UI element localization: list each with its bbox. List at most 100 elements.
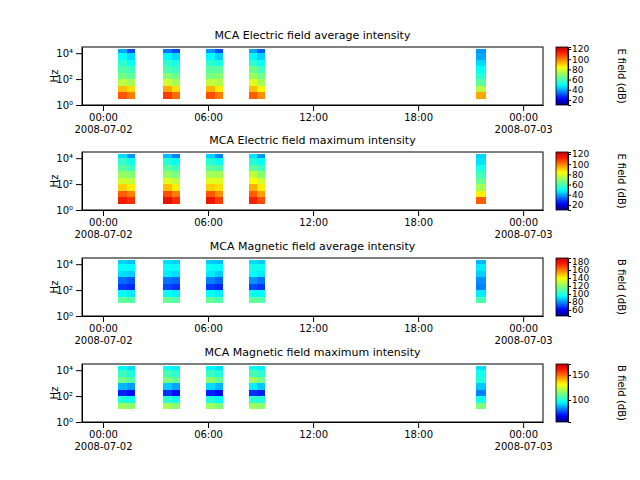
cell (257, 158, 265, 165)
colorbar-tick-mark (568, 270, 571, 271)
cells (118, 154, 486, 204)
x-tick: 18:00 (404, 422, 433, 440)
colorbar-tick-mark (568, 294, 571, 295)
cell (163, 171, 171, 178)
cell (172, 290, 180, 297)
panel: 00:002008-07-0206:0012:0018:0000:002008-… (49, 240, 627, 346)
cell (118, 396, 126, 403)
cell (118, 260, 126, 264)
cell (257, 53, 265, 60)
x-tick: 18:00 (404, 105, 433, 123)
cell (257, 277, 265, 284)
x-tick-label: 18:00 (404, 217, 433, 228)
cell (257, 178, 265, 184)
y-tick-mark (76, 158, 82, 159)
cell (257, 154, 265, 158)
cell (215, 284, 223, 290)
cell (249, 79, 257, 86)
colorbar-tick-label: 60 (572, 180, 584, 190)
colorbar-tick: 20 (568, 200, 584, 210)
panel-title: MCA Electric field average intensity (215, 29, 411, 42)
y-tick: 10² (56, 74, 82, 85)
cell (249, 154, 257, 158)
cell (206, 403, 214, 409)
x-tick-mark (523, 422, 524, 428)
cell (249, 366, 257, 370)
y-axis-title: Hz (49, 70, 60, 83)
x-tick: 12:00 (299, 210, 328, 228)
cell (215, 277, 223, 284)
x-tick-label-line: 2008-07-03 (495, 124, 553, 135)
cell (249, 60, 257, 66)
x-tick-label-line: 06:00 (194, 217, 223, 228)
cell (163, 390, 171, 396)
cell (163, 92, 171, 99)
y-tick-label: 10⁰ (56, 100, 73, 111)
cell (206, 264, 214, 271)
cell (215, 271, 223, 277)
colorbar-title: B field (dB) (616, 259, 627, 315)
cell (118, 79, 126, 86)
y-tick-mark (76, 264, 82, 265)
colorbar-tick-label: 20 (572, 95, 584, 105)
y-axis-title: Hz (49, 281, 60, 294)
cell (118, 290, 126, 297)
x-tick: 12:00 (299, 316, 328, 334)
cell (172, 92, 180, 99)
cell (127, 92, 135, 99)
cell (127, 264, 135, 271)
cell (249, 165, 257, 171)
x-tick: 00:002008-07-02 (74, 105, 132, 135)
cell (476, 165, 487, 171)
cell (476, 66, 487, 73)
plot-frame (82, 47, 543, 105)
cell (172, 171, 180, 178)
x-tick-mark (103, 210, 104, 216)
colorbar-tick-mark (568, 90, 571, 91)
cell (163, 264, 171, 271)
cell (163, 184, 171, 191)
cell (476, 171, 487, 178)
cell (215, 396, 223, 403)
x-axis-line (83, 105, 544, 106)
cell (206, 158, 214, 165)
cell (163, 366, 171, 370)
colorbar-tick: 150 (568, 370, 589, 380)
cell (118, 191, 126, 197)
x-axis-line (83, 316, 544, 317)
cell (249, 191, 257, 197)
cell (249, 390, 257, 396)
cell (127, 383, 135, 390)
cell (172, 66, 180, 73)
colorbar-tick-mark (568, 174, 571, 175)
cell (163, 396, 171, 403)
cell (206, 79, 214, 86)
colorbar-tick: 100 (568, 55, 589, 65)
cell (163, 284, 171, 290)
colorbar-tick-label: 150 (572, 370, 589, 380)
cell (172, 191, 180, 197)
colorbar-tick: 40 (568, 190, 584, 200)
cell (249, 260, 257, 264)
cell (476, 290, 487, 297)
y-tick: 10⁰ (56, 100, 82, 111)
y-tick-mark (76, 422, 82, 423)
cell (215, 191, 223, 197)
cell (249, 403, 257, 409)
x-tick-mark (103, 105, 104, 111)
cell (118, 86, 126, 92)
panel-title: MCA Magnetic field maximum intensity (205, 346, 421, 359)
x-tick-mark (208, 316, 209, 322)
x-tick: 00:002008-07-02 (74, 422, 132, 452)
y-tick-label: 10⁴ (56, 48, 73, 59)
x-tick-label: 00:002008-07-02 (74, 112, 132, 135)
x-tick: 00:002008-07-02 (74, 316, 132, 346)
cell (206, 390, 214, 396)
cell (127, 154, 135, 158)
cell (476, 284, 487, 290)
x-tick-label-line: 00:00 (89, 323, 118, 334)
cell (127, 191, 135, 197)
cell (257, 73, 265, 79)
cell (249, 297, 257, 303)
cell (118, 197, 126, 204)
